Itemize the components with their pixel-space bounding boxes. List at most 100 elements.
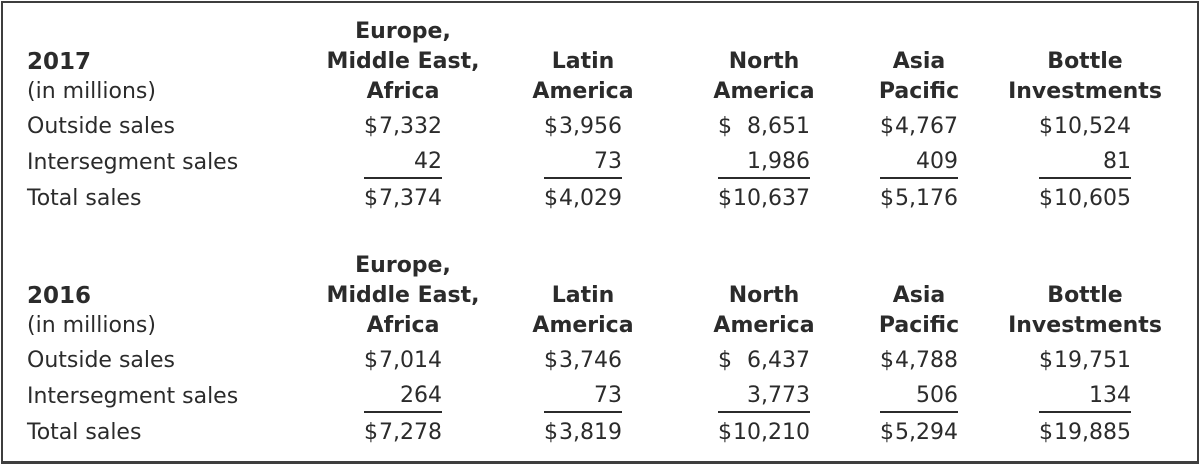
column-header-emea: Europe, Middle East, Africa — [325, 17, 481, 107]
amount-value: 7,014 — [379, 348, 442, 373]
amount-cell: 264 — [325, 377, 481, 413]
amount-cell: $5,176 — [843, 179, 995, 215]
amount-value: 73 — [594, 149, 622, 174]
amount-value: 134 — [1089, 383, 1131, 408]
table-row-total-sales: Total sales $7,278 $3,819 $10,210 $5,294… — [27, 413, 1175, 449]
amount-cell: $19,885 — [995, 413, 1175, 449]
currency-symbol: $ — [544, 348, 558, 373]
amount-value: 5,176 — [895, 186, 958, 211]
amount-value: 4,767 — [895, 114, 958, 139]
currency-symbol: $ — [1039, 114, 1053, 139]
header-line: Bottle — [1047, 283, 1123, 308]
table-row-intersegment-sales: Intersegment sales 42 73 1,986 409 81 — [27, 143, 1175, 179]
header-line: Asia — [892, 49, 946, 74]
amount-cell: $10,210 — [685, 413, 843, 449]
amount-cell: 73 — [481, 143, 685, 179]
amount-value: 4,788 — [895, 348, 958, 373]
amount-cell: 134 — [995, 377, 1175, 413]
amount-value: 7,374 — [379, 186, 442, 211]
currency-symbol: $ — [364, 420, 378, 445]
currency-symbol: $ — [718, 420, 732, 445]
amount-value: 19,751 — [1054, 348, 1131, 373]
table-row-outside-sales: Outside sales $7,332 $3,956 $8,651 $4,76… — [27, 107, 1175, 143]
amount-value: 1,986 — [747, 149, 810, 174]
header-row: 2016 (in millions) Europe, Middle East, … — [27, 251, 1175, 341]
table-row-total-sales: Total sales $7,374 $4,029 $10,637 $5,176… — [27, 179, 1175, 215]
amount-value: 6,437 — [747, 348, 810, 373]
amount-value: 506 — [916, 383, 958, 408]
row-label: Intersegment sales — [27, 384, 239, 409]
currency-symbol: $ — [718, 114, 732, 139]
amount-value: 10,637 — [733, 186, 810, 211]
currency-symbol: $ — [364, 186, 378, 211]
header-line: Bottle — [1047, 49, 1123, 74]
row-label: Intersegment sales — [27, 150, 239, 175]
amount-cell: $4,767 — [843, 107, 995, 143]
header-line: Latin — [551, 283, 615, 308]
header-line: Europe, — [355, 19, 451, 44]
unit-label: (in millions) — [27, 79, 156, 104]
amount-value: 81 — [1103, 149, 1131, 174]
column-header-bottle-investments: Bottle Investments — [995, 251, 1175, 341]
amount-cell: $7,014 — [325, 341, 481, 377]
currency-symbol: $ — [544, 186, 558, 211]
currency-symbol: $ — [880, 348, 894, 373]
amount-cell: 81 — [995, 143, 1175, 179]
currency-symbol: $ — [880, 420, 894, 445]
column-header-north-america: North America — [685, 251, 843, 341]
amount-value: 3,819 — [559, 420, 622, 445]
header-line: Pacific — [878, 313, 960, 338]
column-header-asia-pacific: Asia Pacific — [843, 17, 995, 107]
amount-value: 7,332 — [379, 114, 442, 139]
currency-symbol: $ — [880, 114, 894, 139]
unit-label: (in millions) — [27, 313, 156, 338]
currency-symbol: $ — [718, 186, 732, 211]
column-header-north-america: North America — [685, 17, 843, 107]
header-line: Pacific — [878, 79, 960, 104]
row-label: Total sales — [27, 186, 142, 211]
amount-cell: 42 — [325, 143, 481, 179]
amount-value: 10,605 — [1054, 186, 1131, 211]
amount-cell: $8,651 — [685, 107, 843, 143]
currency-symbol: $ — [544, 420, 558, 445]
table-row-outside-sales: Outside sales $7,014 $3,746 $6,437 $4,78… — [27, 341, 1175, 377]
header-line: America — [532, 79, 634, 104]
amount-cell: $3,746 — [481, 341, 685, 377]
amount-cell: $7,374 — [325, 179, 481, 215]
amount-cell: $4,788 — [843, 341, 995, 377]
header-line: America — [532, 313, 634, 338]
amount-cell: 506 — [843, 377, 995, 413]
amount-value: 5,294 — [895, 420, 958, 445]
row-label: Total sales — [27, 420, 142, 445]
row-label: Outside sales — [27, 348, 176, 373]
year-header-cell: 2016 (in millions) — [27, 251, 325, 341]
amount-value: 8,651 — [747, 114, 810, 139]
header-line: America — [713, 313, 815, 338]
header-line: Middle East, — [326, 49, 480, 74]
header-line: North — [728, 283, 800, 308]
amount-value: 264 — [400, 383, 442, 408]
amount-cell: $3,819 — [481, 413, 685, 449]
amount-cell: $10,637 — [685, 179, 843, 215]
amount-cell: 3,773 — [685, 377, 843, 413]
segment-table-2016: 2016 (in millions) Europe, Middle East, … — [27, 251, 1175, 449]
header-line: Africa — [366, 313, 440, 338]
segment-table-2017: 2017 (in millions) Europe, Middle East, … — [27, 17, 1175, 215]
table-row-intersegment-sales: Intersegment sales 264 73 3,773 506 134 — [27, 377, 1175, 413]
amount-value: 73 — [594, 383, 622, 408]
currency-symbol: $ — [718, 348, 732, 373]
amount-cell: $10,524 — [995, 107, 1175, 143]
year-label: 2017 — [27, 49, 92, 75]
amount-cell: $7,278 — [325, 413, 481, 449]
amount-cell: $4,029 — [481, 179, 685, 215]
header-line: Asia — [892, 283, 946, 308]
amount-cell: $3,956 — [481, 107, 685, 143]
amount-value: 409 — [916, 149, 958, 174]
header-line: Latin — [551, 49, 615, 74]
amount-cell: $5,294 — [843, 413, 995, 449]
currency-symbol: $ — [880, 186, 894, 211]
currency-symbol: $ — [1039, 420, 1053, 445]
header-line: Africa — [366, 79, 440, 104]
column-header-latin-america: Latin America — [481, 251, 685, 341]
amount-cell: $7,332 — [325, 107, 481, 143]
